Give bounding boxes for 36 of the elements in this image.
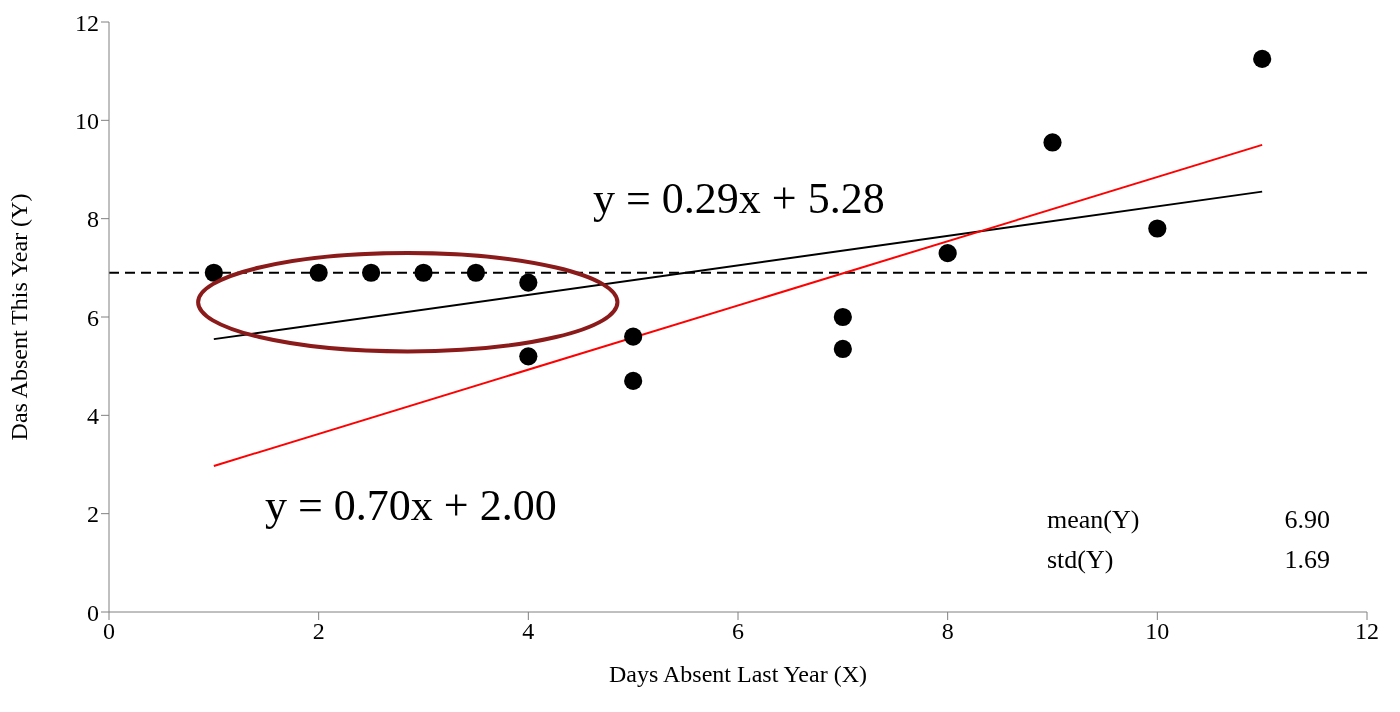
y-tick-label: 6 <box>87 304 99 331</box>
y-tick-label: 8 <box>87 206 99 233</box>
x-tick-label: 10 <box>1145 618 1170 645</box>
y-tick-label: 2 <box>87 501 99 528</box>
point <box>204 263 223 282</box>
y-tick-label: 10 <box>75 107 99 134</box>
point <box>414 263 433 282</box>
x-tick-label: 12 <box>1355 618 1379 645</box>
point <box>833 307 852 327</box>
x-tick-label: 4 <box>522 618 535 645</box>
point <box>1148 219 1167 238</box>
point <box>466 263 486 282</box>
point <box>1253 49 1272 68</box>
y-tick-label: 4 <box>87 402 99 429</box>
point <box>519 273 538 292</box>
annotation: y = 0.29x + 5.28 <box>593 174 885 223</box>
point <box>624 371 643 390</box>
point <box>519 347 538 366</box>
point <box>833 339 852 359</box>
point <box>624 327 643 346</box>
x-axis-title: Days Absent Last Year (X) <box>609 661 867 687</box>
annotation: std(Y) <box>1047 545 1114 574</box>
point <box>361 263 381 282</box>
annotation: y = 0.70x + 2.00 <box>265 481 557 530</box>
x-tick-label: 8 <box>941 618 954 645</box>
x-tick-label: 2 <box>312 618 325 645</box>
y-tick-label: 0 <box>87 599 99 626</box>
y-axis-title: Das Absent This Year (Y) <box>5 193 32 441</box>
annotation: 6.90 <box>1284 505 1330 534</box>
y-tick-label: 12 <box>75 9 99 36</box>
annotation: mean(Y) <box>1047 505 1140 534</box>
point <box>309 263 328 282</box>
point <box>1043 133 1062 152</box>
annotation: 1.69 <box>1284 545 1330 574</box>
x-tick-label: 6 <box>732 618 744 645</box>
point <box>938 244 957 263</box>
